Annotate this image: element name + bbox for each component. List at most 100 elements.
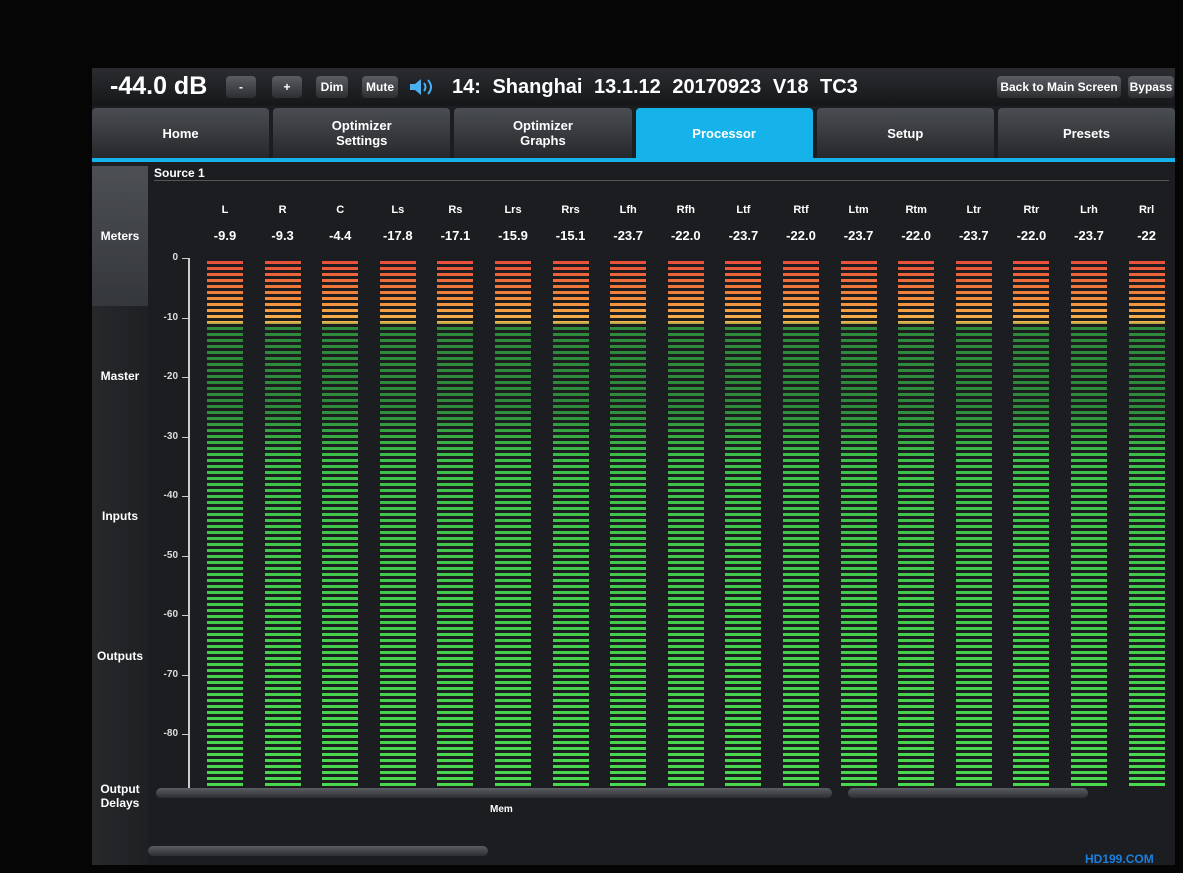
button[interactable]: +	[272, 76, 302, 98]
channel-name: R	[278, 204, 287, 216]
scroll-bar[interactable]	[156, 788, 832, 798]
sidebar-item[interactable]: Outputs	[92, 586, 148, 728]
scale-axis	[188, 258, 190, 794]
channel-level: -22.0	[1016, 228, 1047, 243]
channel-name: Rtr	[1023, 204, 1040, 216]
channel-level: -9.9	[213, 228, 237, 243]
scale-tick	[182, 555, 188, 557]
button[interactable]: Bypass	[1128, 76, 1174, 98]
scale-tick	[182, 258, 188, 259]
scale-tick	[182, 436, 188, 438]
title: 14: Shanghai 13.1.12 20170923 V18 TC3	[452, 76, 858, 98]
button[interactable]: Dim	[316, 76, 348, 98]
scale-tick	[182, 734, 188, 736]
meter-bar	[667, 258, 704, 788]
channel-level: -23.7	[958, 228, 989, 243]
meter-bar	[437, 258, 474, 788]
divider	[154, 180, 1169, 181]
channel-name: Ltf	[736, 204, 751, 216]
scale-tick	[182, 615, 188, 617]
scale-label: -50	[163, 549, 178, 561]
button[interactable]: Mute	[362, 76, 398, 98]
scale-label: -70	[163, 668, 178, 680]
tabs: Home Optimizer Settings Optimizer Graphs Pr…	[92, 108, 1175, 158]
tab-underline	[92, 158, 1175, 162]
meter-bar	[264, 258, 301, 788]
channel-level: -22.0	[901, 228, 931, 243]
meter-bar	[322, 258, 359, 788]
meter-bar	[955, 258, 992, 788]
channel-name: Rtm	[905, 204, 927, 216]
meter-bar	[610, 258, 647, 788]
speaker-icon	[410, 79, 432, 95]
tab[interactable]: Optimizer Graphs	[454, 108, 632, 158]
meter-bar	[898, 258, 935, 788]
scale-label: -20	[163, 371, 178, 383]
scale-tick	[182, 496, 188, 498]
channel-level: -15.1	[555, 228, 586, 243]
channel-name: Ltr	[966, 204, 982, 216]
screen: -44.0 dB - + Dim Mute 14: Shanghai 13.1.…	[92, 68, 1175, 865]
channel-level: -23.7	[613, 228, 643, 243]
meter-bar	[1013, 258, 1050, 788]
meter-bar	[495, 258, 531, 788]
tab[interactable]: Presets	[997, 108, 1175, 158]
channel-name: Lrs	[504, 204, 522, 216]
meter-bar	[783, 258, 819, 788]
tab[interactable]: Processor	[635, 108, 813, 158]
tab[interactable]: Optimizer Settings	[273, 108, 451, 158]
scale-tick	[182, 674, 188, 676]
tab[interactable]: Home	[92, 108, 270, 158]
channel-name: Ls	[391, 204, 405, 216]
sidebar: Meters Master Inputs Outputs Output Delays	[92, 166, 148, 865]
channel-name: Lfh	[619, 204, 637, 216]
meter-bar	[725, 258, 762, 788]
scroll-bar[interactable]	[848, 788, 1088, 798]
scale-label: -30	[163, 430, 178, 442]
channel-level: -22.0	[786, 228, 816, 243]
meter-bar	[552, 258, 589, 788]
channel-name: C	[336, 204, 345, 216]
channel-name: Rtf	[793, 204, 809, 216]
channel-level: -17.1	[440, 228, 471, 243]
sidebar-item[interactable]: Meters	[92, 166, 148, 308]
channel-level: -23.7	[728, 228, 759, 243]
sidebar-item[interactable]: Inputs	[92, 446, 148, 588]
button[interactable]: -	[226, 76, 256, 98]
button[interactable]: Back to Main Screen	[997, 76, 1121, 98]
sidebar-item[interactable]: Master	[92, 306, 148, 448]
channel-level: -23.7	[843, 228, 874, 243]
scale-label: -10	[163, 311, 178, 323]
scale-tick	[182, 377, 188, 379]
channel-level: -17.8	[382, 228, 413, 243]
tab[interactable]: Setup	[816, 108, 994, 158]
channel-level: -15.9	[498, 228, 528, 243]
channel-name: Rs	[448, 204, 463, 216]
scale-tick	[182, 317, 188, 319]
scale-label: 0	[172, 252, 178, 263]
scale-label: -80	[163, 728, 178, 740]
channel-name: L	[221, 204, 229, 216]
sidebar-item[interactable]: Output Delays	[92, 726, 148, 865]
channel-name: Rrs	[561, 204, 580, 216]
channel-level: -22.0	[670, 228, 701, 243]
channel-name: Ltm	[848, 204, 869, 216]
channel-level: -22	[1137, 228, 1156, 243]
section-title: Source 1	[154, 166, 205, 180]
meter-bar	[1128, 258, 1165, 788]
meter-bar	[840, 258, 877, 788]
channel-name: Rrl	[1138, 204, 1155, 216]
channel-level: -4.4	[328, 228, 352, 243]
scroll-bar[interactable]	[148, 846, 488, 856]
channel-name: Rfh	[676, 204, 695, 216]
watermark: HD199.COM	[1085, 852, 1154, 866]
channel-level: -23.7	[1074, 228, 1104, 243]
channel-level: -9.3	[271, 228, 294, 243]
channel-name: Lrh	[1080, 204, 1098, 216]
scale-label: -60	[163, 609, 178, 621]
meter-bar	[207, 258, 243, 788]
meter-bar	[379, 258, 416, 788]
volume: -44.0 dB	[110, 72, 208, 100]
meter-bar	[1071, 258, 1107, 788]
